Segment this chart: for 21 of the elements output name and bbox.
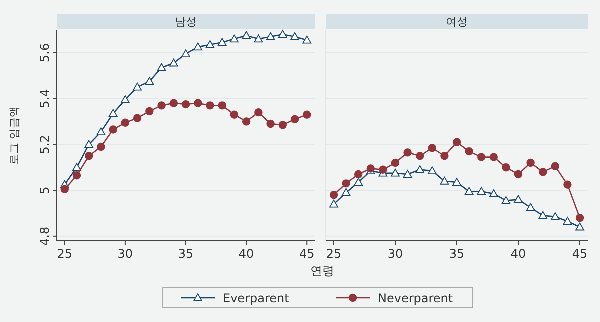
y-axis-title: 로그 임금액 <box>8 106 21 165</box>
y-tick-label: 5.4 <box>38 89 52 108</box>
x-tick-label: 25 <box>326 247 342 261</box>
x-tick-label: 40 <box>238 247 254 261</box>
x-axis-title: 연령 <box>310 264 334 278</box>
y-tick-label: 5.6 <box>38 43 52 62</box>
y-tick-label: 5 <box>38 186 52 194</box>
x-tick-label: 30 <box>388 247 404 261</box>
x-tick-label: 45 <box>299 247 315 261</box>
x-tick-label: 35 <box>178 247 194 261</box>
x-tick-label: 25 <box>57 247 73 261</box>
x-tick-label: 30 <box>118 247 134 261</box>
chart-title: 남성 <box>175 16 197 28</box>
chart-title: 여성 <box>446 16 468 28</box>
y-tick-label: 4.8 <box>38 226 52 246</box>
legend-label: Everparent <box>223 292 290 306</box>
legend-label: Neverparent <box>378 292 454 306</box>
y-tick-label: 5.2 <box>38 135 52 154</box>
x-tick-label: 35 <box>449 247 465 261</box>
x-tick-label: 40 <box>510 247 526 261</box>
x-tick-label: 45 <box>572 247 588 261</box>
